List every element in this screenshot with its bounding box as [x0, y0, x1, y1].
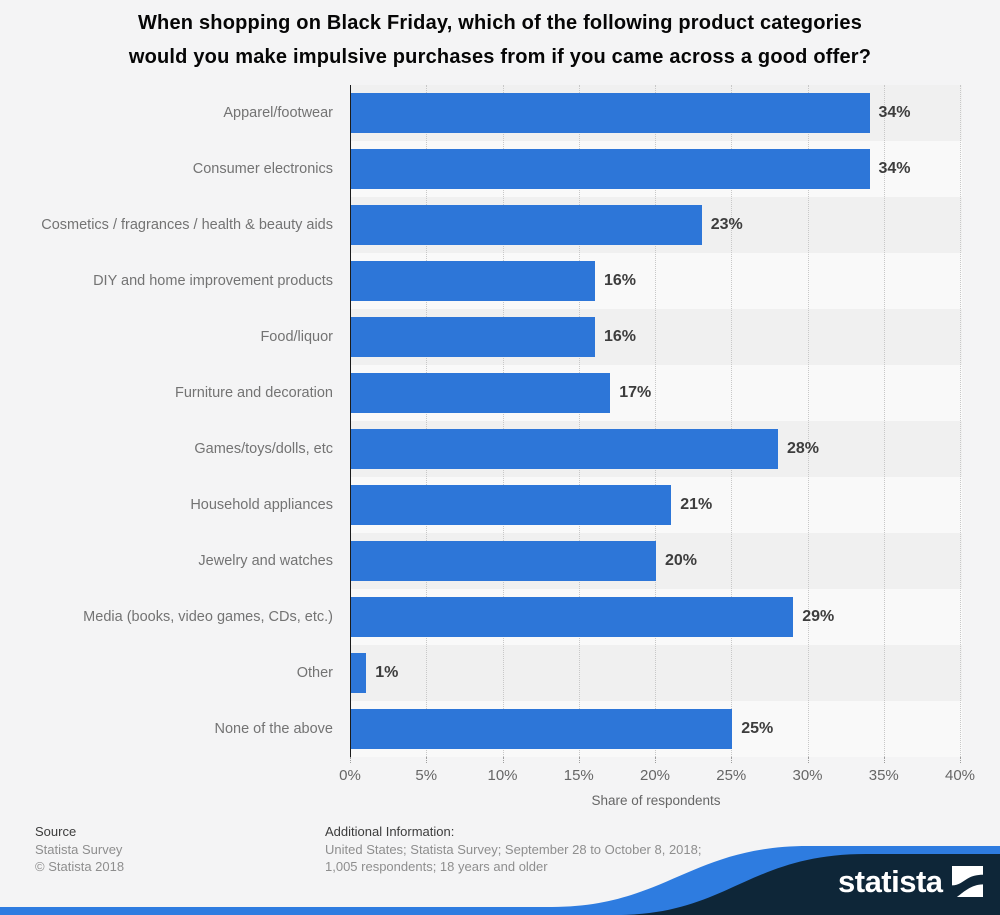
value-label: 21% — [680, 496, 713, 513]
bar-track: 23% — [350, 197, 962, 253]
category-label: None of the above — [214, 721, 333, 737]
bar-track: 20% — [350, 533, 962, 589]
category-label: Media (books, video games, CDs, etc.) — [83, 609, 333, 625]
category-label: DIY and home improvement products — [93, 273, 333, 289]
x-axis: 0% 5% 10% 15% 20% 25% 30% 35% 40% — [339, 757, 975, 807]
x-axis-title: Share of respondents — [591, 793, 721, 808]
bar-track: 29% — [350, 589, 962, 645]
navy-wave — [616, 854, 1000, 915]
copyright: © Statista 2018 — [35, 859, 125, 874]
bar — [351, 93, 870, 133]
bar — [351, 653, 367, 693]
x-tick-mark — [350, 757, 351, 763]
x-tick-mark — [883, 757, 885, 763]
bar — [351, 317, 595, 357]
bar-track: 21% — [350, 477, 962, 533]
value-label: 1% — [375, 664, 399, 681]
value-label: 28% — [787, 440, 820, 457]
category-label: Games/toys/dolls, etc — [194, 441, 333, 457]
x-tick-label: 20% — [639, 767, 671, 784]
bar-row: Cosmetics / fragrances / health & beauty… — [0, 197, 1000, 253]
category-label: Other — [296, 665, 333, 681]
x-tick-label: 10% — [487, 767, 518, 784]
bar-row: Food/liquor 16% — [0, 309, 1000, 365]
x-tick-label: 15% — [563, 767, 594, 784]
x-tick-mark — [426, 757, 428, 763]
x-tick-mark — [960, 757, 961, 763]
category-label: Food/liquor — [260, 329, 333, 345]
category-label: Household appliances — [190, 497, 333, 513]
bar — [351, 597, 794, 637]
x-tick-label: 30% — [792, 767, 823, 784]
value-label: 23% — [710, 216, 743, 233]
x-tick-label: 40% — [944, 767, 976, 784]
x-tick-mark — [578, 757, 580, 763]
chart-title-line1: When shopping on Black Friday, which of … — [137, 12, 863, 34]
bar-chart: Apparel/footwear 34% Consumer electronics 3… — [0, 85, 1000, 757]
x-tick-label: 35% — [868, 767, 899, 784]
additional-info-line1: United States; Statista Survey; Septembe… — [325, 841, 702, 857]
value-label: 17% — [619, 384, 652, 401]
bar-row: Media (books, video games, CDs, etc.) 29% — [0, 589, 1000, 645]
category-label: Jewelry and watches — [198, 553, 333, 569]
source-block: Source Statista Survey © Statista 2018 — [35, 823, 124, 876]
x-tick-label: 25% — [716, 767, 747, 784]
bar-row: Furniture and decoration 17% — [0, 365, 1000, 421]
value-label: 16% — [604, 272, 637, 289]
chart-title: When shopping on Black Friday, which of … — [0, 6, 1000, 74]
source-heading: Source — [35, 824, 77, 839]
bar-track: 1% — [350, 645, 962, 701]
value-label: 25% — [741, 720, 774, 737]
category-label: Cosmetics / fragrances / health & beauty… — [41, 217, 333, 233]
x-tick-label: 0% — [339, 767, 361, 784]
bar-row: Apparel/footwear 34% — [0, 85, 1000, 141]
bar — [351, 149, 870, 189]
bar-row: None of the above 25% — [0, 701, 1000, 757]
value-label: 16% — [604, 328, 637, 345]
category-label: Apparel/footwear — [223, 105, 333, 121]
footer-wave-decoration — [0, 846, 1000, 915]
value-label: 20% — [665, 552, 698, 569]
bar — [351, 261, 595, 301]
additional-info-block: Additional Information: United States; S… — [325, 823, 702, 876]
bar-row: Household appliances 21% — [0, 477, 1000, 533]
bar-row: Other 1% — [0, 645, 1000, 701]
value-label: 34% — [878, 104, 911, 121]
x-tick-label: 5% — [415, 767, 438, 784]
bar — [351, 429, 778, 469]
statista-logo-text: statista — [838, 863, 943, 899]
category-label: Consumer electronics — [192, 161, 333, 177]
bar — [351, 205, 702, 245]
source-name: Statista Survey — [35, 841, 123, 857]
bar-row: Consumer electronics 34% — [0, 141, 1000, 197]
statista-logo: statista — [838, 861, 983, 901]
additional-info-line2: 1,005 respondents; 18 years and older — [325, 859, 548, 874]
additional-info-heading: Additional Information: — [325, 824, 455, 839]
value-label: 29% — [802, 608, 835, 625]
bar — [351, 541, 656, 581]
x-tick-mark — [655, 757, 656, 763]
x-tick-mark — [731, 757, 733, 763]
bar — [351, 485, 672, 525]
bar-row: DIY and home improvement products 16% — [0, 253, 1000, 309]
bar-row: Jewelry and watches 20% — [0, 533, 1000, 589]
bar-track: 34% — [350, 141, 962, 197]
bar-track: 34% — [350, 85, 962, 141]
chart-title-line2: would you make impulsive purchases from … — [128, 46, 872, 68]
bar-track: 28% — [350, 421, 962, 477]
value-label: 34% — [878, 160, 911, 177]
bar — [351, 373, 611, 413]
category-label: Furniture and decoration — [175, 385, 333, 401]
bar — [351, 709, 733, 749]
x-tick-mark — [807, 757, 809, 763]
x-tick-mark — [502, 757, 504, 763]
statista-logo-icon — [951, 865, 983, 897]
bar-track: 16% — [350, 253, 962, 309]
bar-track: 16% — [350, 309, 962, 365]
bar-track: 17% — [350, 365, 962, 421]
bar-row: Games/toys/dolls, etc 28% — [0, 421, 1000, 477]
bar-track: 25% — [350, 701, 962, 757]
